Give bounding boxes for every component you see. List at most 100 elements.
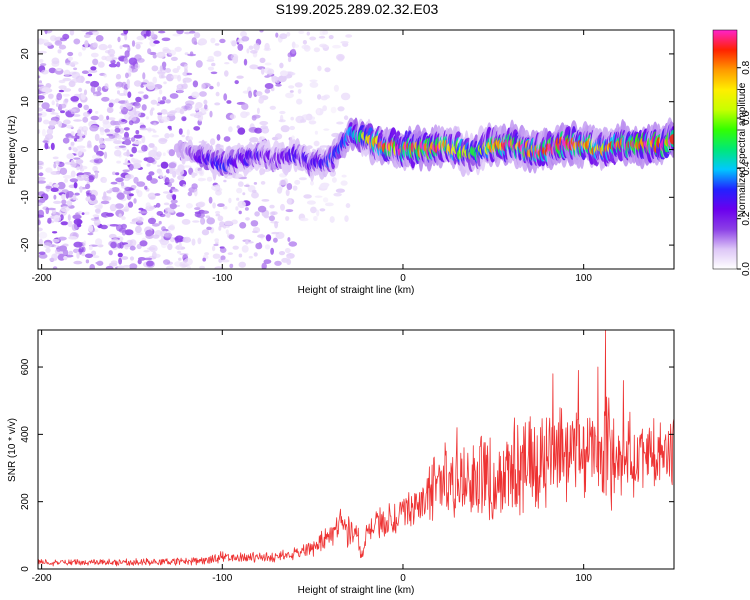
spectrogram-speckle [137, 91, 144, 94]
spectrogram-speckle [169, 236, 176, 243]
spectrogram-speckle [138, 257, 146, 261]
spectrogram-speckle [236, 187, 243, 194]
spectrogram-speckle [335, 188, 345, 193]
spectrogram-speckle [294, 82, 303, 88]
spectrogram-speckle [187, 136, 193, 141]
spectrogram-speckle [133, 140, 142, 145]
spectrogram-speckle [50, 112, 59, 115]
spectrogram-speckle [105, 265, 114, 269]
spectrogram-speckle [117, 90, 120, 95]
spectrogram-speckle [288, 241, 298, 247]
spectrogram-speckle [39, 39, 49, 44]
spectrogram-speckle [50, 187, 59, 192]
spectrogram-speckle [141, 144, 148, 152]
spectrogram-speckle [167, 49, 177, 56]
spectrogram-speckle [71, 135, 77, 139]
spectrogram-speckle [124, 229, 134, 236]
spectrogram-speckle [303, 45, 311, 52]
spectrogram-speckle [215, 210, 221, 215]
spectrogram-speckle [66, 191, 74, 198]
spectrogram-speckle [161, 116, 170, 123]
spectrogram-speckle [136, 58, 145, 63]
spectrogram-speckle [48, 123, 55, 129]
spectrogram-speckle [310, 206, 317, 214]
spectrogram-speckle [38, 180, 46, 184]
spectrogram-speckle [134, 216, 144, 223]
spectrogram-speckle [154, 193, 161, 196]
spectrogram-speckle [139, 127, 148, 131]
spectrogram-speckle [96, 260, 104, 266]
spectrogram-speckle [186, 72, 193, 76]
spectrogram-speckle [341, 174, 347, 178]
spectrogram-speckle [206, 176, 213, 182]
spectrogram-speckle [278, 119, 286, 123]
spectrogram-speckle [231, 40, 237, 47]
spectrogram-speckle [236, 75, 244, 79]
spectrogram-speckle [78, 51, 83, 57]
spectrogram-speckle [53, 244, 60, 249]
spectrogram-speckle [123, 127, 130, 131]
spectrogram-speckle [97, 61, 105, 68]
spectrogram-speckle [296, 98, 303, 105]
spectrogram-speckle [241, 36, 250, 42]
spectrogram-speckle [308, 120, 317, 125]
spectrogram-speckle [264, 67, 272, 74]
spectrogram-speckle [143, 257, 153, 261]
spectrogram-speckle [116, 192, 125, 200]
spectrogram-speckle [274, 260, 282, 266]
spectrogram-speckle [122, 265, 130, 268]
spectrogram-speckle [336, 53, 345, 61]
spectrogram-speckle [169, 203, 177, 210]
spectrogram-speckle [53, 184, 60, 188]
spectrogram-speckle [145, 229, 153, 237]
spectrogram-speckle [92, 255, 100, 259]
spectrogram-speckle [108, 102, 114, 108]
spectrogram-speckle [131, 40, 136, 47]
snr-y-axis-label: SNR (10 * v/v) [7, 418, 18, 482]
spectrogram-speckle [146, 157, 155, 164]
spectrogram-speckle [101, 55, 107, 61]
spectrogram-speckle [286, 258, 292, 265]
spectrogram-speckle [182, 77, 192, 83]
spectrogram-speckle [166, 265, 174, 269]
spectrogram-speckle [93, 93, 97, 97]
spectrogram-speckle [323, 128, 330, 131]
spectrogram-speckle [270, 247, 274, 255]
spectrogram-speckle [261, 262, 267, 269]
spectrogram-speckle [201, 83, 206, 90]
spectrogram-speckle [56, 92, 63, 101]
spectrogram-speckle [235, 206, 239, 211]
spectrogram-speckle [275, 83, 282, 87]
spectrogram-speckle [222, 206, 228, 210]
spectrogram-speckle [76, 166, 80, 171]
spectrogram-speckle [103, 191, 107, 199]
spectrogram-speckle [51, 100, 55, 106]
spectrogram-speckle [121, 119, 126, 122]
spectrogram-speckle [125, 72, 129, 79]
spectrogram-speckle [277, 186, 283, 194]
spectrogram-speckle [124, 138, 132, 146]
spectrogram-speckle [310, 180, 314, 186]
spectrogram-speckle [92, 165, 98, 172]
spectrogram-speckle [41, 69, 49, 75]
spectrogram-speckle [115, 73, 122, 80]
spectrogram-speckle [43, 119, 50, 125]
x-tick-label: 100 [575, 573, 592, 584]
spectrogram-speckle [194, 207, 201, 211]
spectrogram-speckle [140, 30, 150, 37]
spectrogram-speckle [46, 128, 54, 136]
spectrogram-speckle [275, 231, 285, 239]
spectrogram-speckle [161, 226, 166, 232]
spectrogram-speckle [314, 195, 323, 198]
spectrogram-speckle [153, 122, 157, 126]
spectrogram-y-ticks: -20 -10 0 10 20 [20, 48, 674, 252]
spectrogram-speckle [290, 116, 295, 121]
spectrogram-speckle [263, 215, 270, 219]
spectrogram-speckle [193, 41, 198, 45]
spectrogram-speckle [344, 215, 349, 223]
spectrogram-speckle [98, 144, 107, 149]
spectrogram-speckle [95, 110, 99, 114]
spectrogram-speckle [145, 116, 149, 120]
spectrogram-speckle [161, 61, 167, 68]
spectrogram-speckle [234, 80, 239, 85]
